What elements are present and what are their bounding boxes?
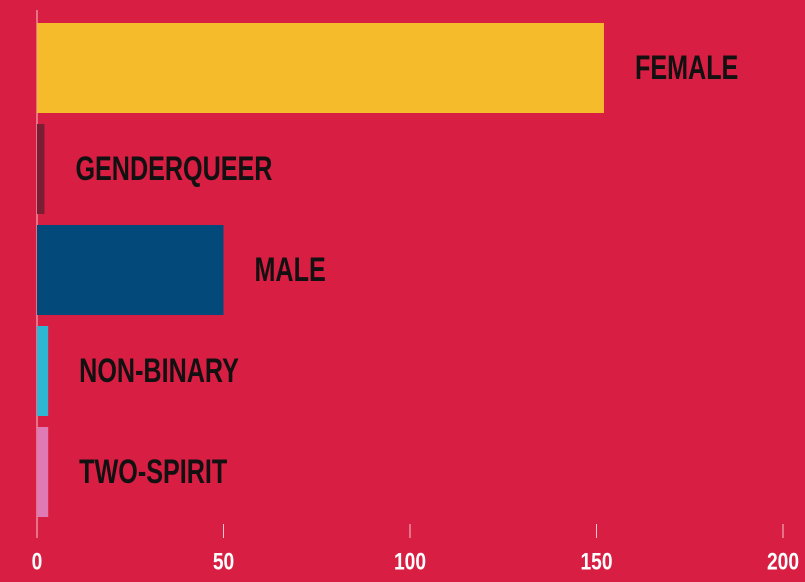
bar: [37, 427, 49, 517]
bar: [37, 23, 604, 113]
category-label: NON-BINARY: [79, 352, 239, 390]
x-tick-label: 200: [767, 547, 799, 575]
category-label: FEMALE: [635, 49, 738, 87]
x-tick-label: 100: [394, 547, 426, 575]
category-label: MALE: [255, 251, 326, 289]
category-label: TWO-SPIRIT: [79, 453, 227, 491]
bar: [37, 225, 224, 315]
x-tick-label: 0: [32, 547, 43, 575]
bar: [37, 124, 45, 214]
category-label: GENDERQUEER: [75, 150, 272, 188]
bar: [37, 326, 49, 416]
x-tick-label: 150: [580, 547, 612, 575]
x-tick-label: 50: [213, 547, 234, 575]
